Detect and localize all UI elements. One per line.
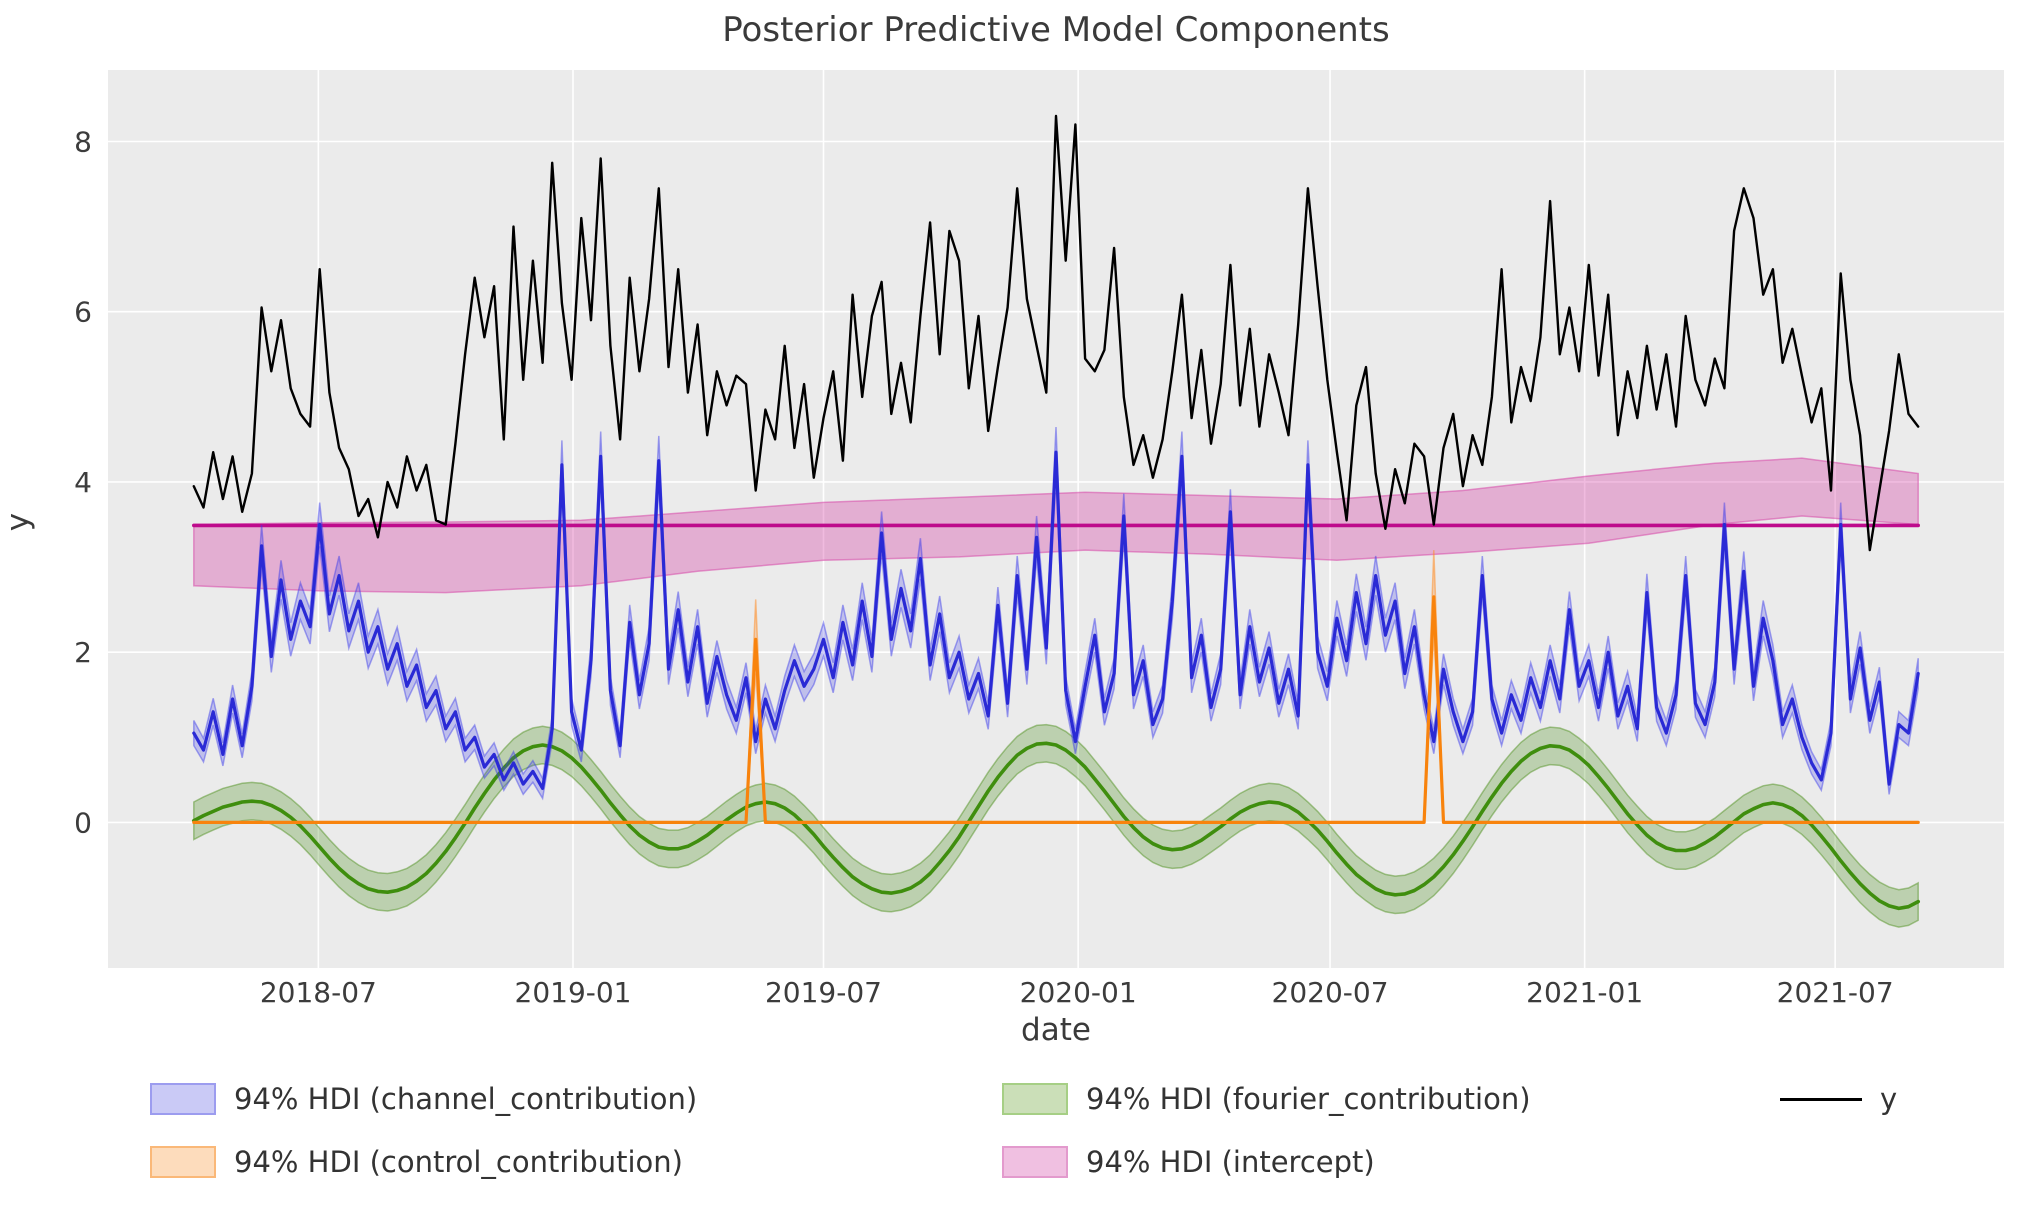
y-series-line [192,114,1920,552]
y-tick-label: 8 [74,125,92,158]
x-tick-label: 2021-01 [1526,976,1643,1009]
y-tick-label: 4 [74,466,92,499]
y-tick-label: 6 [74,296,92,329]
x-tick-label: 2020-01 [1020,976,1137,1009]
channel-hdi-band [193,426,1919,801]
y-tick-label: 2 [74,636,92,669]
plot-area [108,70,2004,968]
x-tick-label: 2018-07 [260,976,377,1009]
x-axis-label: date [1021,1012,1091,1048]
page-title: Posterior Predictive Model Components [722,10,1390,50]
channel-mean-line [192,450,1920,791]
fourier-hdi-band [193,723,1919,928]
x-tick-label: 2019-07 [765,976,882,1009]
y-tick-label: 0 [74,806,92,839]
x-tick-label: 2019-01 [515,976,632,1009]
x-tick-label: 2020-07 [1272,976,1389,1009]
x-tick-label: 2021-07 [1777,976,1894,1009]
y-axis-label: y [0,512,36,532]
control-mean-line [192,595,1920,825]
fourier-mean-line [192,741,1920,911]
